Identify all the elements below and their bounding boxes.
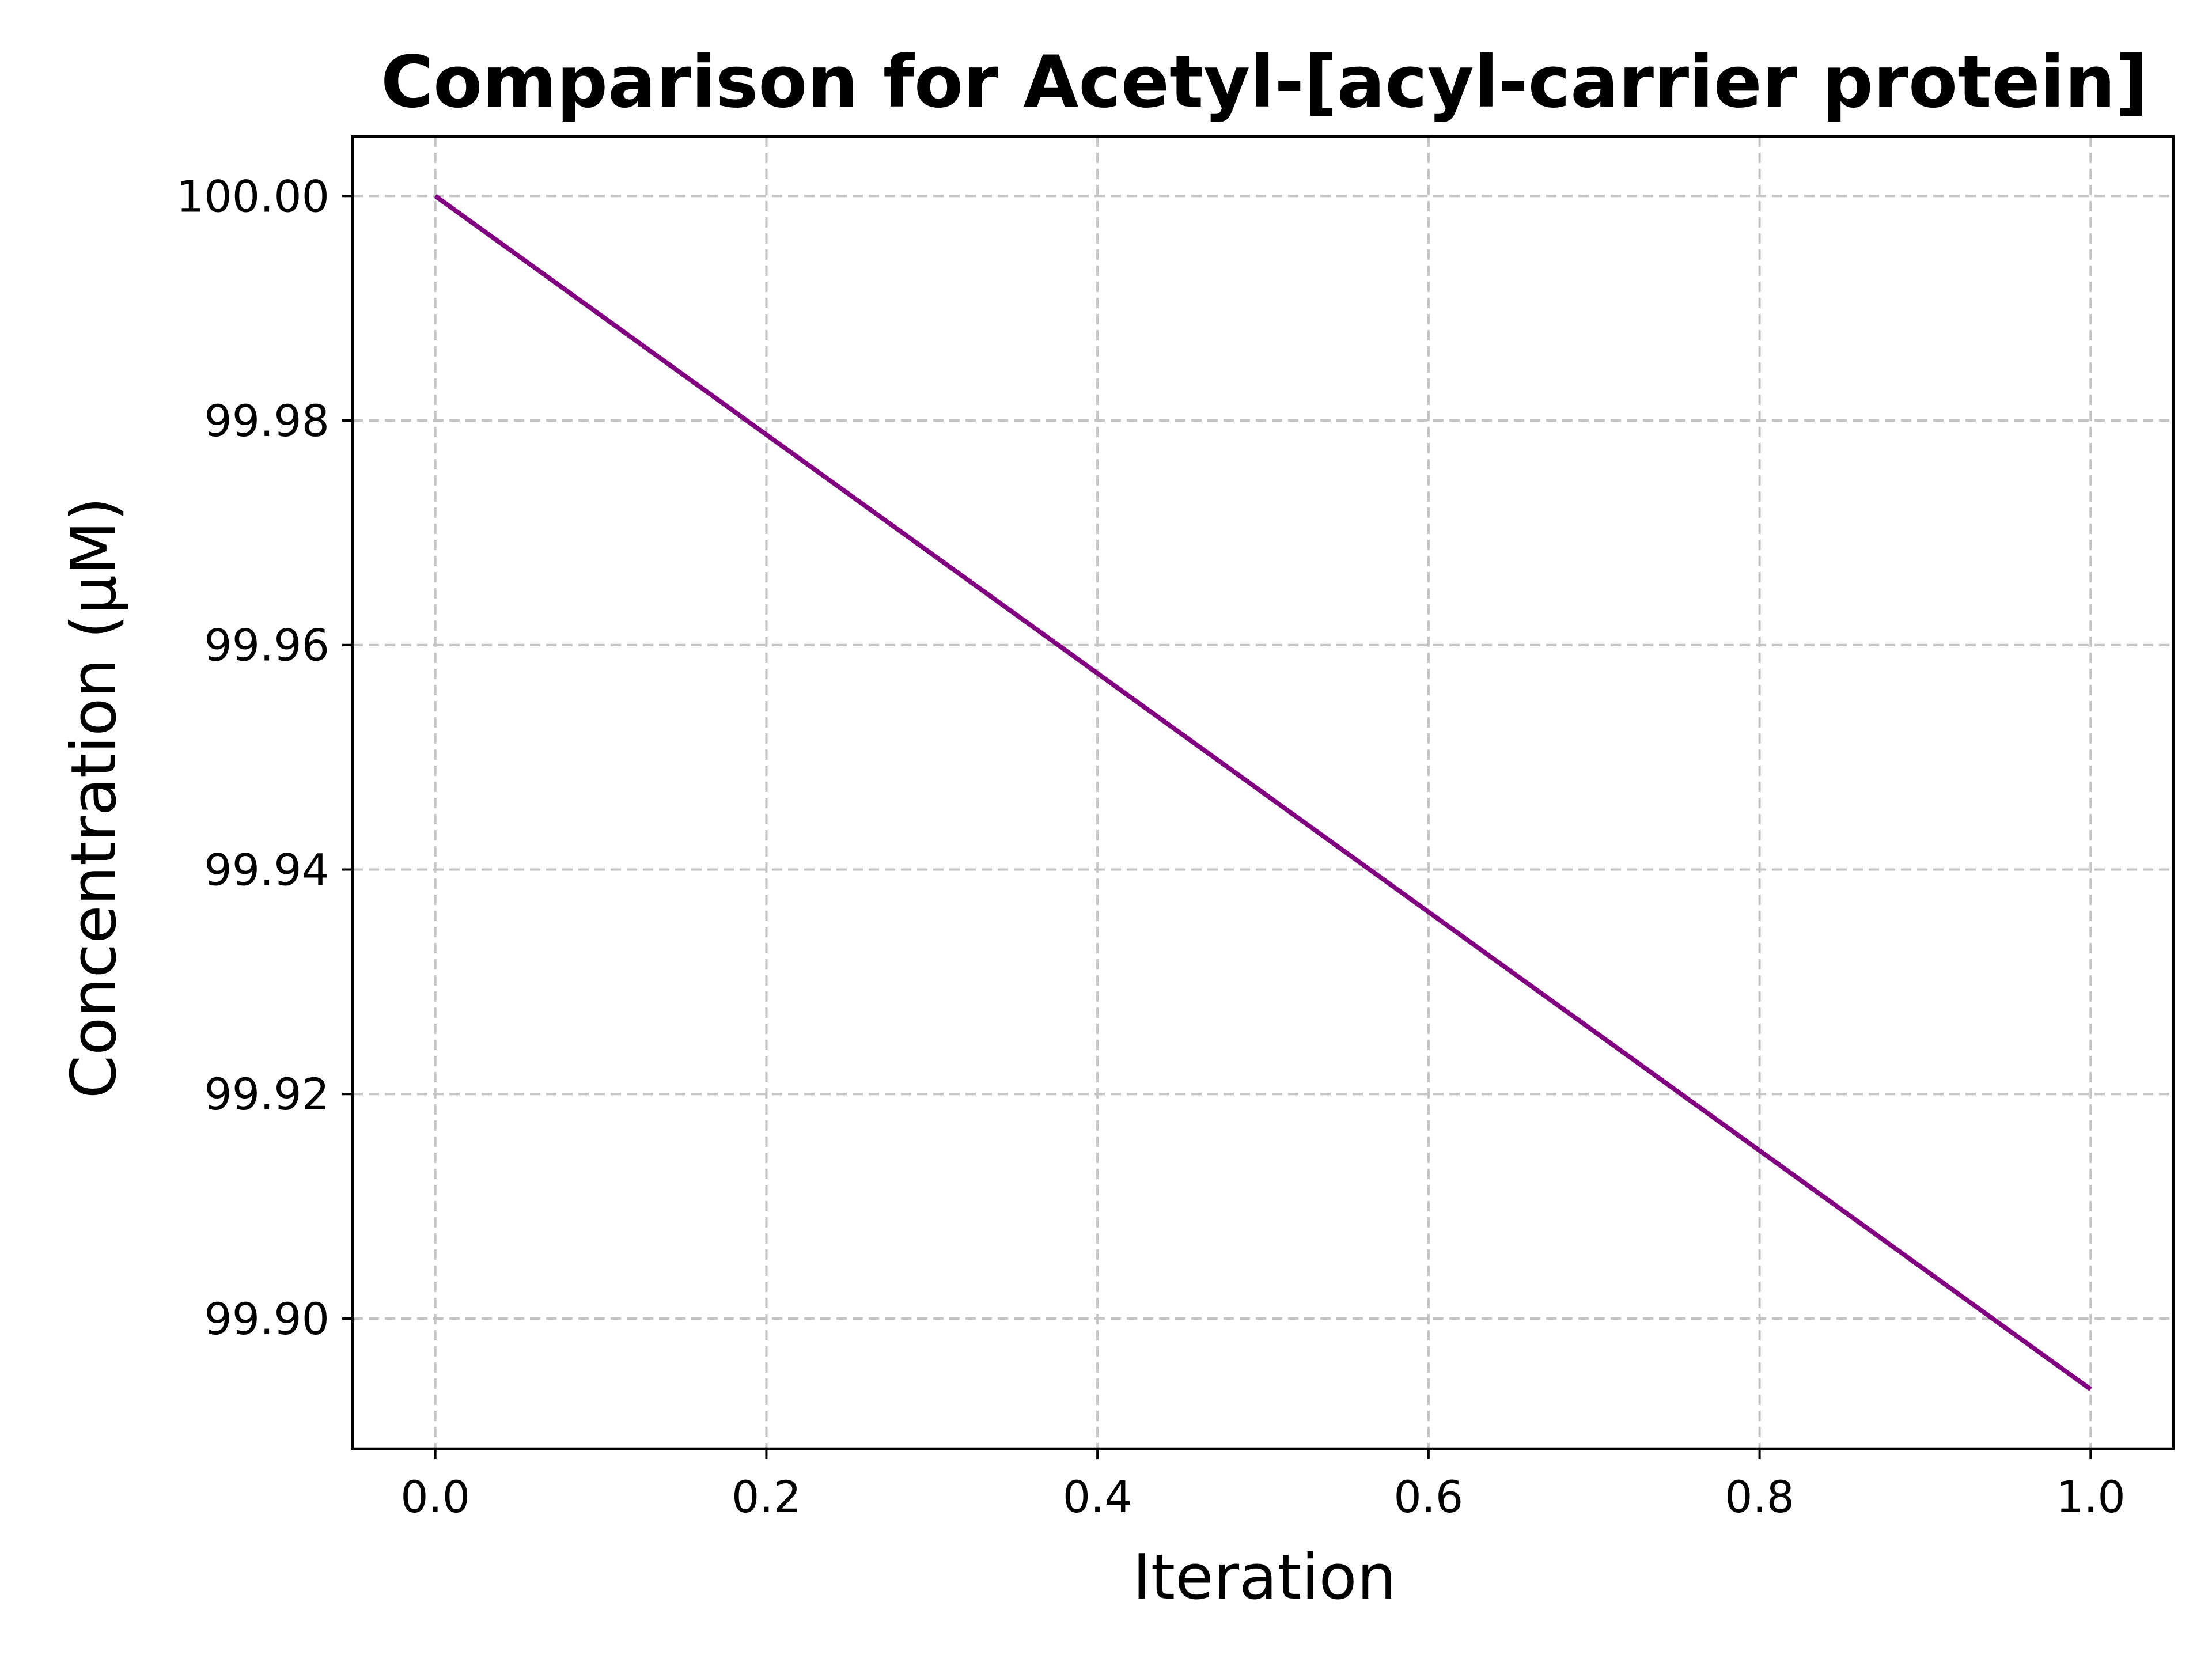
plot-frame	[351, 135, 2175, 1450]
y-axis-label: Concentration (μM)	[58, 497, 130, 1099]
y-tick-label: 99.98	[204, 395, 329, 446]
x-tick-label: 0.2	[732, 1471, 801, 1522]
x-tick-label: 0.8	[1725, 1471, 1794, 1522]
x-tick-label: 0.6	[1393, 1471, 1463, 1522]
x-tick-label: 0.4	[1063, 1471, 1132, 1522]
x-axis-ticks: 0.0 0.2 0.4 0.6 0.8 1.0	[400, 1449, 2126, 1522]
x-tick-label: 1.0	[2056, 1471, 2126, 1522]
y-tick-label: 100.00	[176, 171, 329, 222]
y-tick-label: 99.94	[204, 844, 329, 895]
y-tick-label: 99.90	[204, 1293, 329, 1344]
x-axis-label: Iteration	[1132, 1541, 1396, 1613]
series-layer	[434, 194, 2092, 1391]
chart-title: Comparison for Acetyl-[acyl-carrier prot…	[381, 41, 2148, 124]
y-tick-label: 99.92	[204, 1069, 329, 1120]
y-tick-label: 99.96	[204, 620, 329, 671]
x-tick-label: 0.0	[400, 1471, 470, 1522]
y-axis-ticks: 99.90 99.92 99.94 99.96 99.98 100.00	[176, 171, 353, 1344]
grid-lines	[353, 137, 2173, 1449]
series-line	[434, 194, 2092, 1391]
